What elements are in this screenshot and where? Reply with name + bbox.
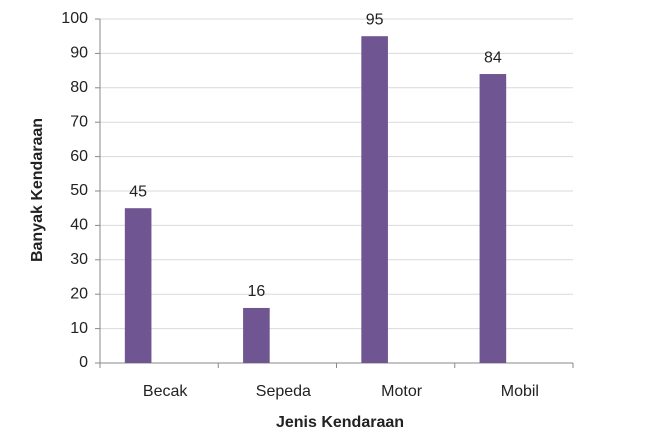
bar <box>124 208 152 363</box>
y-tick-label: 70 <box>70 113 88 130</box>
y-tick-label: 60 <box>70 148 88 165</box>
bar <box>243 307 270 363</box>
data-label: 16 <box>247 283 265 300</box>
x-tick-label: Motor <box>381 383 423 400</box>
x-tick-label: Mobil <box>501 383 539 400</box>
y-tick-label: 0 <box>79 354 88 371</box>
x-tick-label: Sepeda <box>256 383 311 400</box>
x-axis-label: Jenis Kendaraan <box>276 414 404 431</box>
y-tick-label: 40 <box>70 217 88 234</box>
data-label: 45 <box>129 183 147 200</box>
y-tick-label: 10 <box>70 320 88 337</box>
y-tick-label: 50 <box>70 182 88 199</box>
y-axis-label: Banyak Kendaraan <box>29 118 46 262</box>
y-tick-label: 20 <box>70 285 88 302</box>
bar <box>361 36 388 363</box>
bar <box>479 74 507 363</box>
y-tick-label: 100 <box>61 10 88 27</box>
y-tick-label: 30 <box>70 251 88 268</box>
data-label: 84 <box>484 49 502 66</box>
y-tick-label: 90 <box>70 45 88 62</box>
y-tick-label: 80 <box>70 79 88 96</box>
x-tick-label: Becak <box>143 383 188 400</box>
data-label: 95 <box>366 11 384 28</box>
